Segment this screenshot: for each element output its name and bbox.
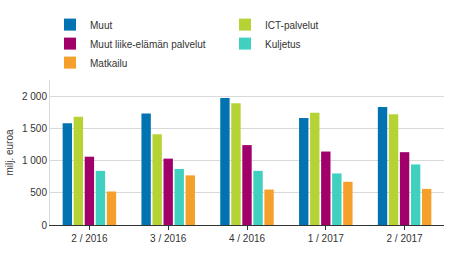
svg-text:3 / 2016: 3 / 2016 (150, 233, 187, 244)
svg-text:Matkailu: Matkailu (90, 58, 127, 69)
svg-text:2 / 2017: 2 / 2017 (387, 233, 424, 244)
svg-text:2 000: 2 000 (22, 91, 47, 102)
svg-text:Muut liike-elämän palvelut: Muut liike-elämän palvelut (90, 39, 206, 50)
svg-text:2 / 2016: 2 / 2016 (71, 233, 108, 244)
svg-text:Kuljetus: Kuljetus (265, 39, 301, 50)
svg-text:milj. euroa: milj. euroa (4, 129, 15, 176)
svg-text:1 500: 1 500 (22, 123, 47, 134)
svg-text:ICT-palvelut: ICT-palvelut (265, 20, 319, 31)
svg-text:1 000: 1 000 (22, 155, 47, 166)
svg-text:1 / 2017: 1 / 2017 (308, 233, 345, 244)
svg-text:4 / 2016: 4 / 2016 (229, 233, 266, 244)
svg-text:500: 500 (30, 187, 47, 198)
svg-text:0: 0 (41, 220, 47, 231)
svg-text:Muut: Muut (90, 20, 112, 31)
